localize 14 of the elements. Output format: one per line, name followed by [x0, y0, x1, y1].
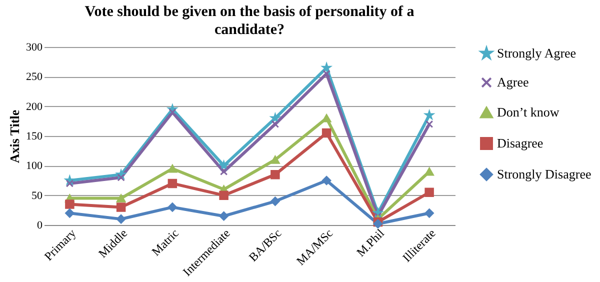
legend-label: Don’t know	[497, 104, 560, 120]
y-tick-label: 200	[26, 100, 43, 113]
y-tick-label: 300	[26, 42, 43, 54]
y-tick-label: 150	[26, 130, 43, 142]
chart-title: Vote should be given on the basis of personality of a candidate?	[84, 4, 415, 38]
y-tick-label: 50	[32, 190, 43, 202]
legend-label: Disagree	[497, 136, 544, 150]
y-tick-label: 0	[37, 220, 43, 232]
y-axis-title: Axis Title	[7, 110, 22, 164]
y-tick-label: 100	[26, 160, 43, 172]
legend-label: Strongly Agree	[497, 46, 576, 60]
legend-label: Agree	[497, 74, 529, 90]
legend-label: Strongly Disagree	[497, 166, 592, 182]
y-tick-label: 250	[26, 71, 43, 84]
